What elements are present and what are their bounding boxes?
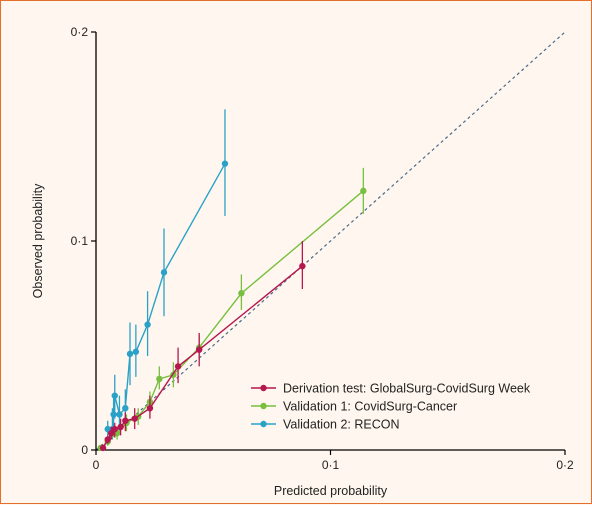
data-point [195,346,203,353]
legend-entry-label: Derivation test: GlobalSurg-CovidSurg We… [283,382,531,396]
data-point [146,405,154,412]
legend-swatch-marker [260,384,267,392]
data-point [238,290,245,297]
data-point [122,417,129,424]
legend: Derivation test: GlobalSurg-CovidSurg We… [251,382,531,432]
data-point [160,269,168,276]
data-point [111,425,118,433]
series-0 [99,241,306,452]
legend-swatch-marker [260,402,267,410]
data-point [116,411,123,418]
data-point [104,436,111,443]
data-point [99,444,107,452]
x-axis-title: Predicted probability [274,484,388,498]
y-axis-title: Observed probability [31,183,45,298]
data-point [174,363,182,370]
series-line [107,163,226,430]
data-point [299,262,306,270]
x-tick-label: 0·1 [322,458,340,472]
data-point [156,375,163,383]
data-point [221,160,229,167]
data-point [111,392,118,399]
data-point [108,430,115,437]
y-tick-label: 0·1 [71,234,89,248]
data-point [126,350,134,358]
y-tick-label: 0 [81,443,88,457]
legend-swatch-marker [260,420,267,428]
data-point [104,425,111,433]
data-point [144,321,151,328]
data-point [360,187,367,195]
series-2 [104,109,229,440]
data-point [110,411,117,418]
x-tick-label: 0·2 [556,458,574,472]
legend-entry-label: Validation 2: RECON [283,418,400,432]
data-point [132,348,140,355]
x-tick-label: 0 [93,458,100,472]
reference-diagonal-line [95,31,566,451]
legend-entry-label: Validation 1: CovidSurg-Cancer [283,400,457,414]
data-point [122,405,129,412]
data-point [131,415,138,422]
y-tick-label: 0·2 [71,25,89,39]
data-point [117,423,124,431]
